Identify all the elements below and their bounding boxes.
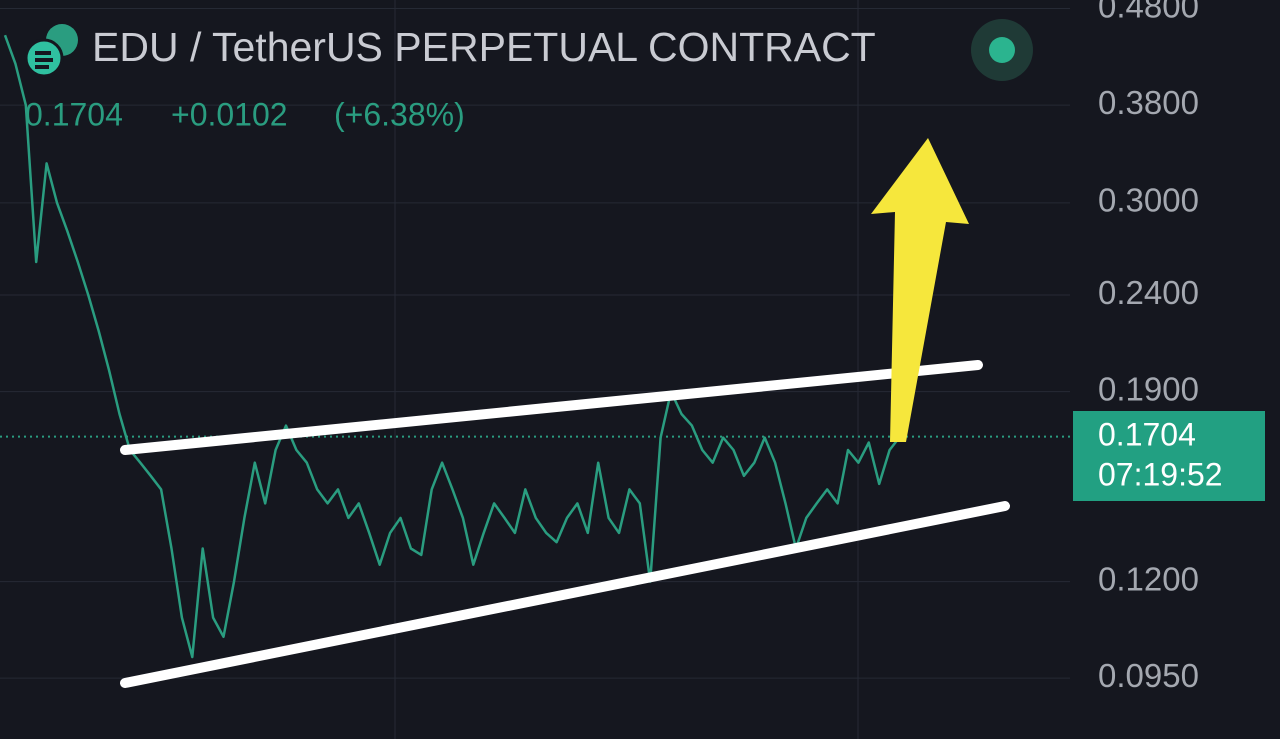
price-box: 0.1704 07:19:52: [1073, 411, 1265, 501]
price-axis: 0.4800 0.3800 0.3000 0.2400 0.1900 0.1200 0.09…: [1098, 0, 1199, 694]
last-price: 0.1704: [25, 96, 123, 132]
logo: [24, 24, 78, 78]
breakout-arrow: [871, 138, 969, 442]
y-tick-label: 0.4800: [1098, 0, 1199, 24]
y-tick-label: 0.1200: [1098, 560, 1199, 597]
y-tick-label: 0.0950: [1098, 657, 1199, 694]
price-box-price: 0.1704: [1098, 416, 1196, 452]
price-box-countdown: 07:19:52: [1098, 456, 1223, 492]
status-dot: [989, 37, 1015, 63]
chart-title: EDU / TetherUS PERPETUAL CONTRACT: [92, 24, 876, 70]
lower-trendline: [120, 501, 1010, 688]
logo-bar: [35, 51, 51, 55]
y-tick-label: 0.1900: [1098, 370, 1199, 407]
price-change-pct: (+6.38%): [334, 96, 465, 132]
logo-bar: [35, 58, 53, 62]
price-line: [3, 34, 901, 659]
upper-trendline: [120, 360, 983, 455]
y-tick-label: 0.3000: [1098, 182, 1199, 219]
price-change: +0.0102: [171, 96, 288, 132]
logo-bar: [35, 65, 49, 69]
grid: [0, 0, 1070, 739]
y-tick-label: 0.2400: [1098, 274, 1199, 311]
y-tick-label: 0.3800: [1098, 84, 1199, 121]
price-box-bg: [1073, 411, 1265, 501]
